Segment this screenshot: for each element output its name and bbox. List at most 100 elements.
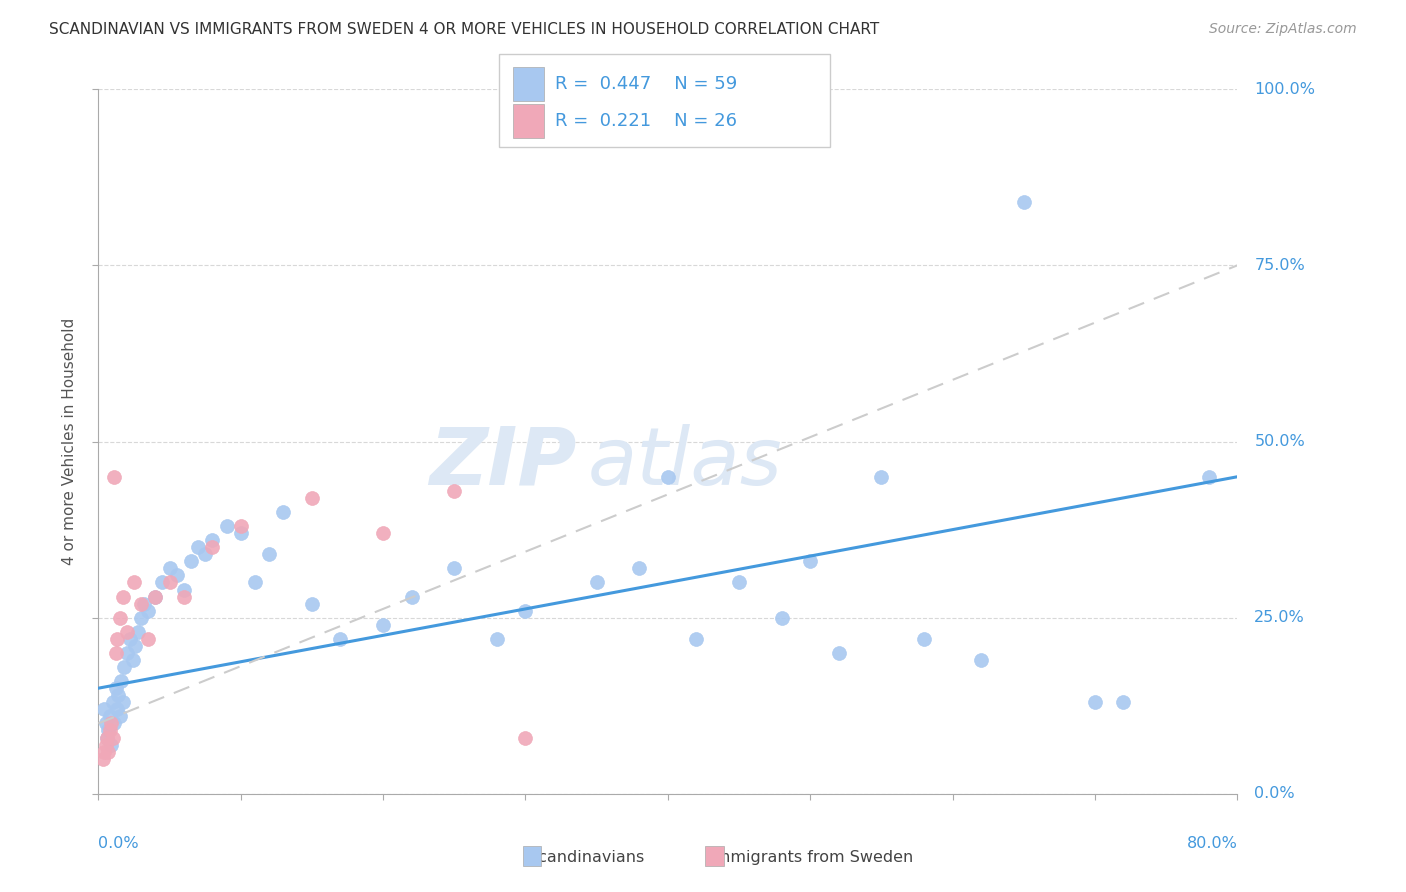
Point (371, 617, 394, 632)
Text: Scandinavians: Scandinavians (527, 850, 644, 865)
Point (770, 610, 793, 624)
Point (515, 604, 537, 618)
Point (101, 731, 124, 745)
Text: Source: ZipAtlas.com: Source: ZipAtlas.com (1209, 22, 1357, 37)
Point (104, 646, 127, 660)
Text: atlas: atlas (588, 424, 783, 501)
Point (111, 590, 134, 604)
Point (243, 575, 266, 590)
Point (515, 731, 537, 745)
Point (111, 695, 134, 709)
Point (173, 582, 195, 597)
Point (112, 660, 135, 674)
Text: 0.0%: 0.0% (1254, 787, 1295, 801)
Point (443, 483, 465, 498)
Text: 50.0%: 50.0% (1254, 434, 1305, 449)
Point (145, 590, 167, 604)
Point (728, 575, 751, 590)
Point (870, 469, 893, 483)
Point (94, 738, 117, 752)
Text: 25.0%: 25.0% (1254, 610, 1305, 625)
Point (98, 723, 121, 738)
Point (159, 575, 181, 590)
Point (259, 547, 281, 561)
Point (159, 561, 181, 575)
Point (118, 632, 141, 646)
Point (105, 632, 128, 646)
Point (103, 716, 125, 731)
Text: 0.0%: 0.0% (98, 836, 139, 851)
Point (585, 575, 607, 590)
Point (912, 632, 935, 646)
Text: ZIP: ZIP (429, 424, 576, 501)
Point (100, 716, 122, 731)
Point (685, 632, 707, 646)
Point (215, 519, 238, 533)
Point (93, 745, 115, 759)
Point (122, 575, 145, 590)
Point (329, 632, 352, 646)
Point (187, 540, 209, 554)
Point (107, 688, 129, 702)
Point (91, 751, 114, 765)
Point (799, 554, 821, 568)
Point (101, 695, 124, 709)
Point (98, 709, 121, 723)
Point (97, 745, 120, 759)
Point (301, 597, 323, 611)
FancyBboxPatch shape (706, 846, 724, 866)
Point (628, 561, 651, 575)
Point (108, 610, 131, 624)
Point (115, 646, 138, 660)
Point (1012, 194, 1035, 209)
Text: 80.0%: 80.0% (1187, 836, 1237, 851)
Text: SCANDINAVIAN VS IMMIGRANTS FROM SWEDEN 4 OR MORE VEHICLES IN HOUSEHOLD CORRELATI: SCANDINAVIAN VS IMMIGRANTS FROM SWEDEN 4… (49, 22, 880, 37)
Point (96, 731, 118, 745)
Text: R =  0.447    N = 59: R = 0.447 N = 59 (555, 75, 738, 93)
Point (1112, 695, 1135, 709)
Point (229, 526, 252, 541)
Point (132, 597, 155, 611)
Y-axis label: 4 or more Vehicles in Household: 4 or more Vehicles in Household (62, 318, 77, 566)
Point (124, 639, 146, 653)
Point (103, 469, 125, 483)
Point (110, 674, 132, 689)
Point (166, 568, 188, 582)
Point (96, 731, 118, 745)
Point (657, 469, 679, 483)
FancyBboxPatch shape (523, 846, 541, 866)
Point (201, 533, 224, 548)
Text: 75.0%: 75.0% (1254, 258, 1305, 273)
Point (970, 653, 993, 667)
Point (115, 624, 138, 639)
Point (121, 653, 143, 667)
Point (136, 604, 159, 618)
Point (273, 505, 295, 519)
Point (127, 624, 149, 639)
Point (93, 702, 115, 716)
Point (828, 646, 851, 660)
Text: Immigrants from Sweden: Immigrants from Sweden (710, 850, 914, 865)
Point (443, 561, 465, 575)
Point (201, 540, 224, 554)
Point (136, 632, 159, 646)
Point (371, 526, 394, 541)
Point (229, 519, 252, 533)
Point (173, 590, 195, 604)
Point (105, 702, 128, 716)
Point (152, 575, 174, 590)
Point (94, 716, 117, 731)
Point (129, 610, 152, 624)
Point (100, 738, 122, 752)
Point (180, 554, 202, 568)
Point (301, 491, 323, 505)
Point (401, 590, 423, 604)
Point (108, 709, 131, 723)
Point (145, 590, 167, 604)
Point (129, 597, 152, 611)
Point (104, 681, 127, 696)
Text: 100.0%: 100.0% (1254, 82, 1316, 96)
Point (1198, 469, 1220, 483)
Point (97, 723, 120, 738)
Point (1084, 695, 1107, 709)
